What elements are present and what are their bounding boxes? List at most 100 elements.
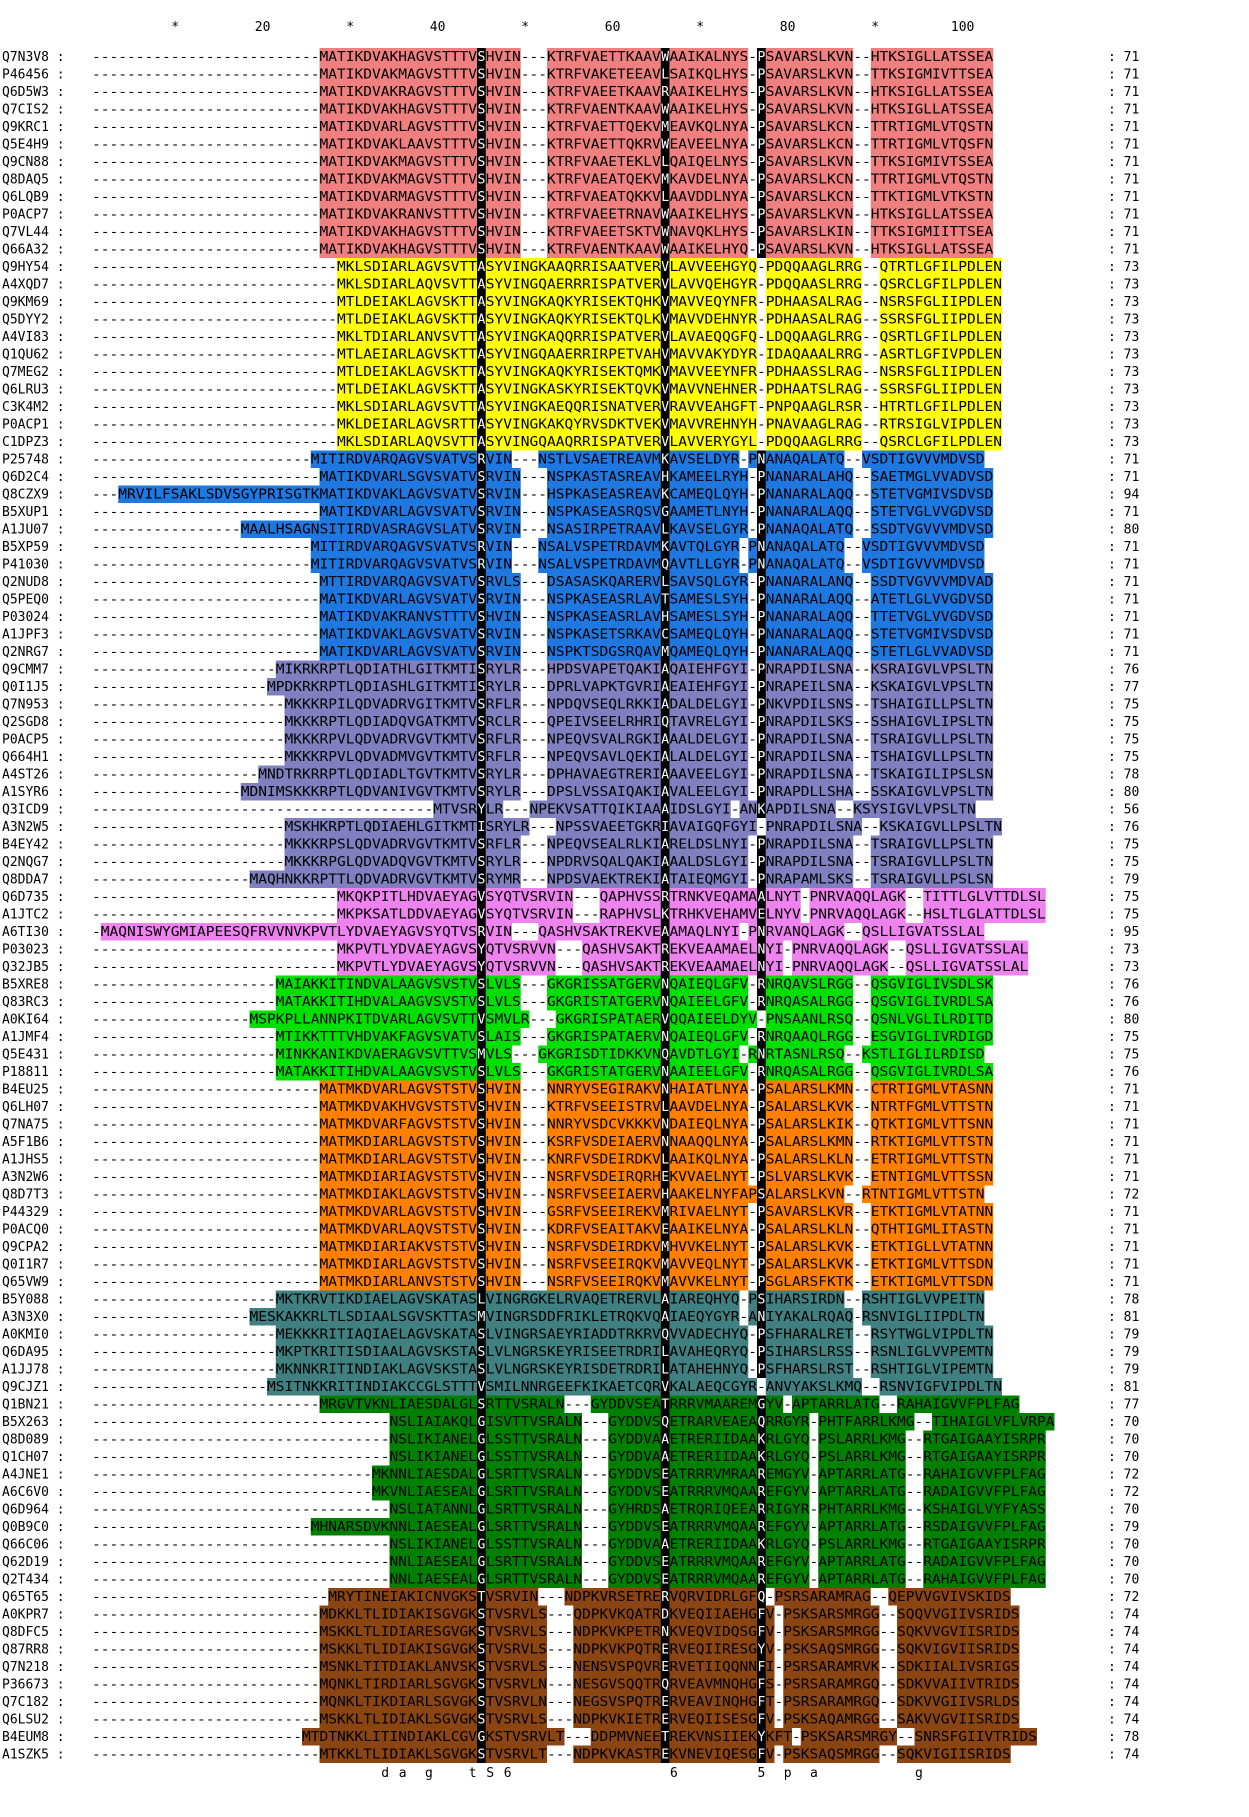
row-highlight [372, 1465, 1046, 1483]
conserved-residue: Y [757, 1730, 765, 1745]
conserved-residue: A [661, 873, 669, 888]
conserved-cell [477, 1658, 486, 1676]
conserved-cell [757, 1028, 766, 1046]
sequence-residues: ----------------------------MTLDEIAKLAGV… [92, 313, 1002, 328]
sequence-length: : 70 [1108, 1555, 1139, 1570]
conserved-residue: S [477, 1275, 485, 1290]
sequence-residues: --------------------------MATIKDVAKLAAVS… [92, 138, 993, 153]
conserved-residue: G [477, 1555, 485, 1570]
sequence-residues: ------------------MSPKPLLANNPKITDVARLAGV… [92, 1013, 993, 1028]
gap-clear [739, 555, 749, 573]
sequence-residues: --------------------------MQNKLTIKDIARLS… [92, 1695, 1019, 1710]
sequence-length: : 72 [1108, 1188, 1139, 1203]
gap-clear [748, 625, 757, 643]
conserved-residue: A [661, 1450, 669, 1465]
conserved-residue: W [661, 225, 669, 240]
sequence-length: : 71 [1108, 1223, 1139, 1238]
sequence-length: : 81 [1108, 1310, 1139, 1325]
conserved-residue: A [477, 383, 485, 398]
conserved-residue: A [477, 365, 485, 380]
gap-clear [905, 1535, 924, 1553]
sequence-length: : 76 [1108, 1065, 1139, 1080]
row-highlight [319, 1115, 994, 1133]
conserved-residue: L [661, 1153, 669, 1168]
gap-clear [748, 1098, 757, 1116]
conserved-cell [660, 783, 670, 801]
gap-clear [748, 485, 757, 503]
conserved-cell [477, 1588, 486, 1606]
row-highlight [284, 730, 994, 748]
sequence-length: : 74 [1108, 1695, 1139, 1710]
conserved-cell [757, 748, 766, 766]
gap-clear [520, 188, 547, 206]
gap-clear [905, 1448, 924, 1466]
sequence-id: Q2NUD8 : [2, 575, 65, 590]
sequence-residues: --------------------------MATIKDVAKRANVS… [92, 610, 993, 625]
gap-clear [853, 608, 871, 626]
sequence-residues: -------------------------MITIRDVARQAGVSV… [92, 558, 985, 573]
conserved-cell [660, 1150, 670, 1168]
gap-clear [774, 1623, 784, 1641]
conserved-cell [477, 625, 486, 643]
conserved-residue: N [661, 1065, 669, 1080]
sequence-id: Q7C182 : [2, 1695, 65, 1710]
conserved-residue: W [661, 50, 669, 65]
conserved-residue: V [661, 330, 669, 345]
gap-clear [582, 1430, 609, 1448]
gap-clear [739, 538, 749, 556]
conserved-residue: S [477, 1608, 485, 1623]
conserved-cell [660, 223, 670, 241]
gap-clear [520, 1255, 547, 1273]
sequence-id: Q1CH07 : [2, 1450, 65, 1465]
gap-clear [748, 240, 757, 258]
sequence-id: P0ACP5 : [2, 733, 65, 748]
sequence-id: Q7VL44 : [2, 225, 65, 240]
sequence-residues: ----------------------------MKLSDIARLAQV… [92, 278, 1002, 293]
sequence-length: : 71 [1108, 68, 1139, 83]
conserved-cell [660, 1605, 670, 1623]
gap-clear [809, 1535, 819, 1553]
conserved-residue: H [661, 1188, 669, 1203]
conserved-cell [477, 678, 486, 696]
conserved-residue: P [757, 1345, 765, 1360]
conserved-residue: A [661, 680, 669, 695]
conserved-cell [477, 1605, 486, 1623]
conserved-cell [660, 118, 670, 136]
conserved-cell [477, 1098, 486, 1116]
gap-clear [809, 1570, 819, 1588]
conserved-cell [477, 275, 486, 293]
conserved-residue: V [661, 295, 669, 310]
gap-clear [862, 415, 880, 433]
conserved-cell [477, 1080, 486, 1098]
conserved-cell [660, 1080, 670, 1098]
sequence-id: Q2NQG7 : [2, 855, 65, 870]
gap-clear [853, 170, 871, 188]
sequence-id: Q0B9C0 : [2, 1520, 65, 1535]
conserved-cell [660, 538, 670, 556]
sequence-residues: --------------------MPDKRKRPTLQDIASHLGIT… [92, 680, 993, 695]
highlight-layer [100, 48, 1055, 1763]
conserved-cell [477, 1133, 486, 1151]
conserved-residue: S [477, 1678, 485, 1693]
conserved-residue: K [757, 1538, 765, 1553]
gap-clear [520, 1063, 547, 1081]
gap-clear [853, 695, 871, 713]
conserved-cell [660, 363, 670, 381]
gap-clear [520, 1115, 547, 1133]
gap-clear [582, 1413, 609, 1431]
sequence-residues: --------------------------MATIKDVARMAGVS… [92, 190, 993, 205]
row-highlight [319, 1133, 994, 1151]
conserved-cell [660, 1220, 670, 1238]
conserved-cell [477, 783, 486, 801]
gap-clear [844, 538, 862, 556]
sequence-residues: --------------------------MATIKDVAKHAGVS… [92, 243, 993, 258]
conserved-residue: P [757, 173, 765, 188]
conserved-residue: P [757, 225, 765, 240]
sequence-id: Q8CZX9 : [2, 488, 65, 503]
conserved-residue: M [661, 173, 669, 188]
gap-clear [757, 363, 766, 381]
conserved-cell [757, 905, 766, 923]
conserved-cell [660, 1500, 670, 1518]
text-layer: 20 40 60 80 100 * * * * * Q7N3V8 : ----------------… [2, 20, 1139, 1781]
gap-clear [853, 783, 871, 801]
